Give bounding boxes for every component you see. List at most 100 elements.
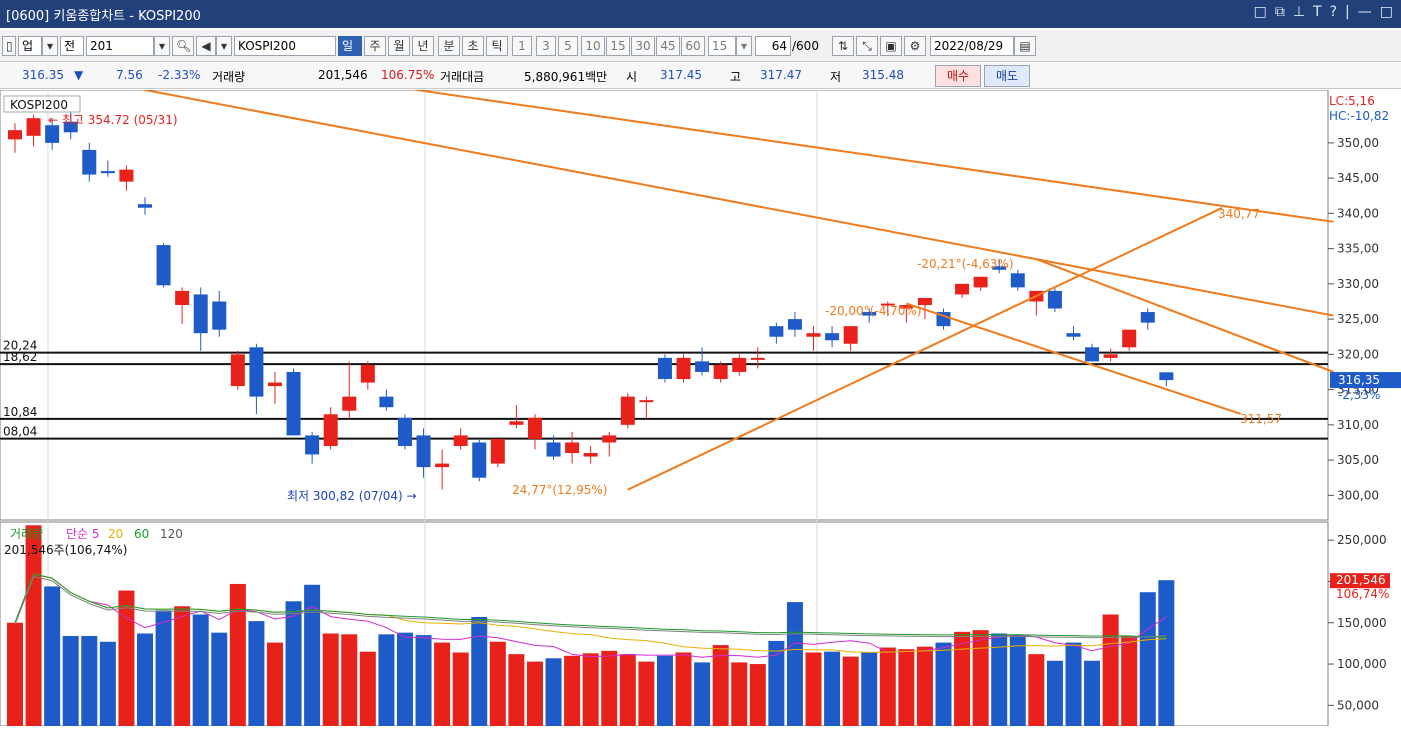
- interval-input[interactable]: 15: [708, 36, 736, 56]
- tab-week[interactable]: 주: [364, 36, 386, 56]
- calendar-icon[interactable]: ▤: [1014, 36, 1036, 56]
- volume-bar: [285, 601, 302, 726]
- volume-bar: [675, 652, 692, 726]
- pin-icon[interactable]: ⊥: [1292, 4, 1306, 20]
- candle-body: [880, 303, 895, 306]
- candle-body: [137, 204, 152, 208]
- interval-dropdown-icon[interactable]: ▾: [736, 36, 752, 56]
- search-icon[interactable]: 🔍︎: [172, 36, 194, 56]
- candle-body: [1010, 273, 1025, 288]
- chart-area[interactable]: 20,24 18,62 10,84 08,04 300,00 305,00 310,00 3…: [0, 61, 1401, 727]
- trend-target-upper: 340,77: [1218, 207, 1260, 221]
- help-icon[interactable]: ?: [1329, 4, 1338, 20]
- volume-bar: [805, 652, 822, 726]
- interval-45[interactable]: 45: [656, 36, 680, 56]
- minimize-icon[interactable]: —: [1357, 4, 1372, 20]
- candle-body: [992, 266, 1007, 270]
- price-axis-label: 300,00: [1337, 488, 1379, 502]
- maximize-icon[interactable]: □: [1379, 4, 1393, 20]
- volume-bar: [526, 661, 543, 726]
- candle-body: [825, 333, 840, 341]
- current-price-marker: [1330, 372, 1401, 389]
- price-axis-label: 350,00: [1337, 136, 1379, 150]
- toolbar: ▯ 업 ▾ 전 201 ▾ 🔍︎ ◀ ▾ KOSPI200 일 주 월 년 분 …: [0, 30, 1401, 62]
- volume-bar: [898, 649, 915, 726]
- interval-5[interactable]: 5: [558, 36, 578, 56]
- candle-body: [397, 417, 412, 446]
- price-axis-label: 325,00: [1337, 312, 1379, 326]
- candle-body: [565, 442, 580, 454]
- tab-day[interactable]: 일: [338, 36, 362, 56]
- code-input[interactable]: 201: [86, 36, 154, 56]
- volume-legend-item: 단순 5: [66, 527, 100, 541]
- angle-annotation-1: 24,77°(12,95%): [512, 483, 607, 497]
- window-controls: □ ⧉ ⊥ T ? | — □: [1254, 4, 1393, 20]
- candle-body: [695, 361, 710, 372]
- count-total: /600: [792, 39, 819, 53]
- candle-body: [472, 442, 487, 478]
- market-select[interactable]: 업: [18, 36, 42, 56]
- candle-body: [360, 364, 375, 383]
- candle-body: [379, 396, 394, 408]
- compare-icon[interactable]: ⇅: [832, 36, 854, 56]
- tab-minute[interactable]: 분: [438, 36, 460, 56]
- indicator-icon[interactable]: ⤡: [856, 36, 878, 56]
- interval-30[interactable]: 30: [631, 36, 655, 56]
- volume-ma-line: [14, 573, 1167, 658]
- settings-icon[interactable]: ⚙: [904, 36, 926, 56]
- tab-second[interactable]: 초: [462, 36, 484, 56]
- current-volume-pct: 106,74%: [1336, 587, 1389, 601]
- candle-body: [230, 354, 245, 387]
- candle-body: [732, 357, 747, 372]
- volume-bar: [359, 651, 376, 726]
- candle-body: [769, 326, 784, 337]
- interval-3[interactable]: 3: [536, 36, 556, 56]
- speaker-dropdown-icon[interactable]: ▾: [216, 36, 232, 56]
- code-dropdown-icon[interactable]: ▾: [154, 36, 170, 56]
- volume-bar: [1065, 642, 1082, 726]
- price-axis-label: 320,00: [1337, 347, 1379, 361]
- sell-button[interactable]: 매도: [984, 65, 1030, 87]
- buy-button[interactable]: 매수: [935, 65, 981, 87]
- candle-body: [639, 400, 654, 403]
- market-dropdown-icon[interactable]: ▾: [42, 36, 58, 56]
- market-full-select[interactable]: 전: [60, 36, 84, 56]
- price-change-pct: -2.33%: [158, 68, 201, 82]
- date-input[interactable]: 2022/08/29: [930, 36, 1014, 56]
- tab-month[interactable]: 월: [388, 36, 410, 56]
- interval-10[interactable]: 10: [581, 36, 605, 56]
- save-icon[interactable]: ▣: [880, 36, 902, 56]
- volume-bar: [638, 661, 655, 726]
- restore-icon[interactable]: ⧉: [1274, 4, 1285, 20]
- volume-bar: [136, 633, 153, 726]
- volume-bar: [694, 662, 711, 726]
- open-value: 317.45: [660, 68, 702, 82]
- volume-bar: [1158, 580, 1175, 726]
- interval-15[interactable]: 15: [606, 36, 630, 56]
- trend-target-lower: 311,57: [1240, 412, 1282, 426]
- volume-bar: [211, 632, 228, 726]
- volume-axis-label: 50,000: [1337, 698, 1379, 712]
- candle-body: [1159, 372, 1174, 381]
- angle-annotation-2: -20,00°(-4,70%): [825, 304, 922, 318]
- volume-bar: [545, 658, 562, 726]
- font-icon[interactable]: T: [1313, 4, 1322, 20]
- symbol-name: KOSPI200: [234, 36, 336, 56]
- volume-bar: [489, 641, 506, 726]
- lc-label: LC:5,16: [1329, 94, 1375, 108]
- volume-bar: [879, 647, 896, 726]
- candle-body: [156, 245, 171, 286]
- interval-60[interactable]: 60: [681, 36, 705, 56]
- volume-bar: [619, 654, 636, 726]
- tab-tick[interactable]: 틱: [486, 36, 508, 56]
- tab-year[interactable]: 년: [412, 36, 434, 56]
- candle-body: [175, 290, 190, 305]
- volume-bar: [1084, 660, 1101, 726]
- volume-label: 거래량: [212, 70, 246, 84]
- layout-icon[interactable]: □: [1253, 4, 1267, 20]
- interval-1[interactable]: 1: [512, 36, 532, 56]
- current-price: 316.35: [22, 68, 64, 82]
- count-input[interactable]: 64: [755, 36, 791, 56]
- speaker-icon[interactable]: ◀: [196, 36, 216, 56]
